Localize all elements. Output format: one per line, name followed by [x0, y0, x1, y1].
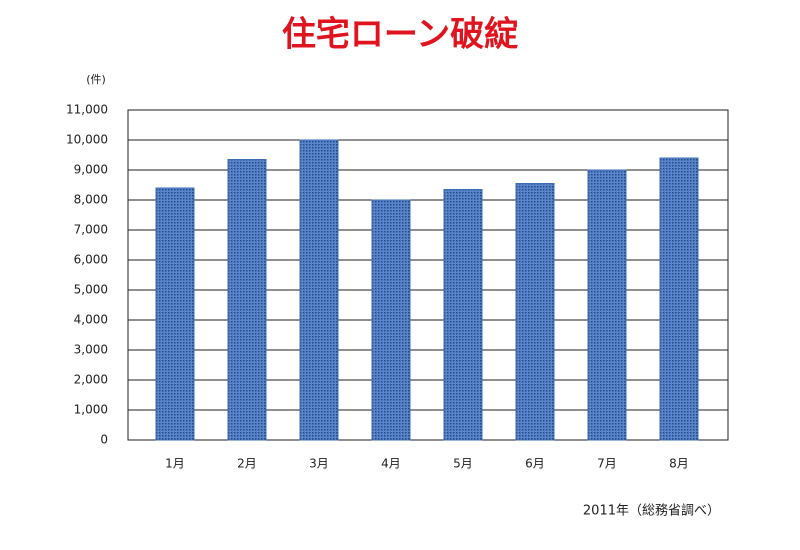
- y-tick-label: 11,000: [66, 103, 108, 117]
- x-tick-label: 7月: [597, 457, 617, 471]
- x-tick-label: 2月: [237, 457, 257, 471]
- note: 2011年（総務省調べ）: [583, 504, 720, 519]
- bar: [299, 139, 339, 441]
- y-unit: (件): [86, 73, 106, 86]
- x-tick-label: 5月: [453, 457, 473, 471]
- chart-title: 住宅ローン破綻: [282, 15, 518, 55]
- bar: [515, 183, 555, 441]
- bar: [443, 189, 483, 441]
- y-tick-label: 1,000: [74, 403, 108, 417]
- y-tick-label: 7,000: [74, 223, 108, 237]
- y-tick-label: 5,000: [74, 283, 108, 297]
- bar: [371, 199, 411, 441]
- bar: [587, 169, 627, 441]
- x-tick-label: 3月: [309, 457, 329, 471]
- y-tick-label: 6,000: [74, 253, 108, 267]
- y-tick-label: 4,000: [74, 313, 108, 327]
- x-tick-label: 1月: [165, 457, 185, 471]
- y-tick-label: 10,000: [66, 133, 108, 147]
- y-tick-label: 2,000: [74, 373, 108, 387]
- y-tick-label: 3,000: [74, 343, 108, 357]
- bar: [227, 159, 267, 441]
- x-tick-label: 4月: [381, 457, 401, 471]
- y-tick-label: 8,000: [74, 193, 108, 207]
- y-tick-label: 9,000: [74, 163, 108, 177]
- bar: [659, 157, 699, 441]
- y-tick-label: 0: [100, 433, 108, 447]
- plot-frame: [127, 109, 729, 441]
- x-tick-label: 8月: [669, 457, 689, 471]
- x-tick-label: 6月: [525, 457, 545, 471]
- bar: [155, 187, 195, 441]
